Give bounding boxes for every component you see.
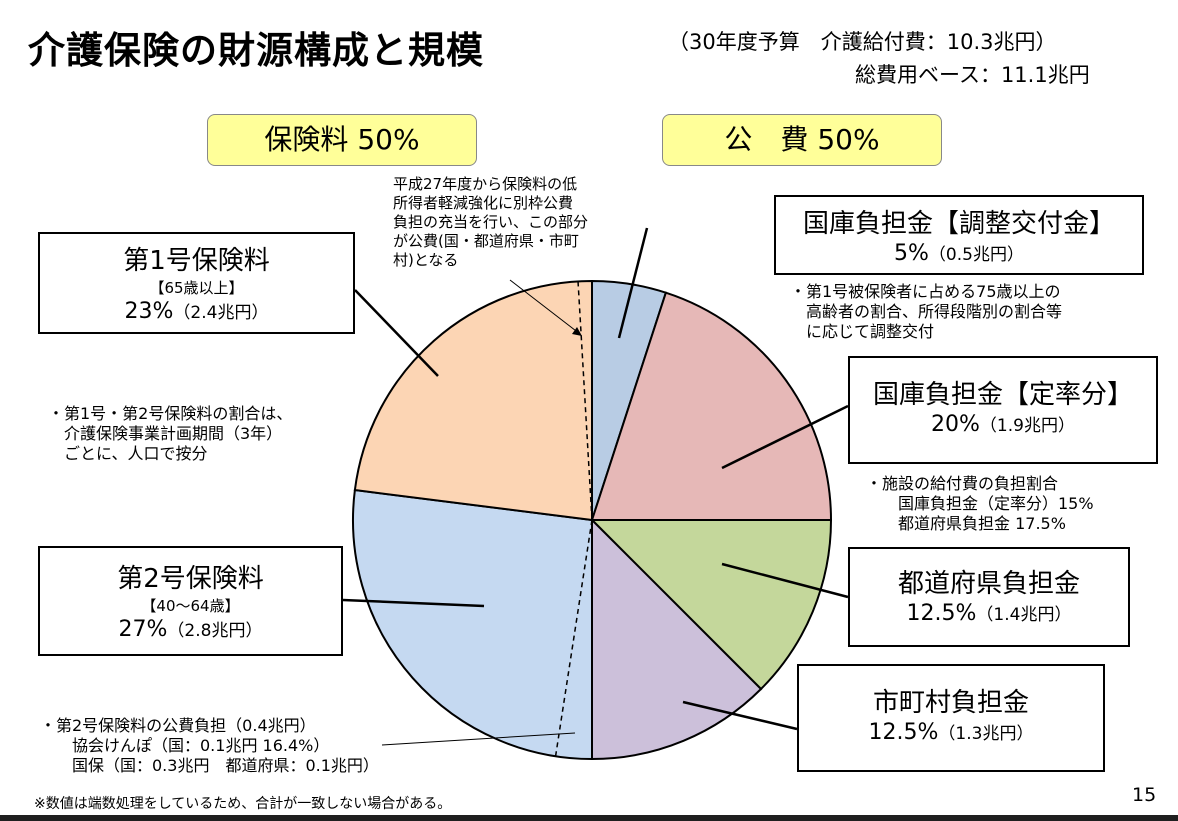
national-adjustment-share: 5%（0.5兆円） (894, 241, 1024, 266)
prefecture-box: 都道府県負担金 12.5%（1.4兆円） (848, 547, 1130, 647)
public-burden-split-upper (577, 280, 593, 521)
second-premium-box: 第2号保険料 【40～64歳】 27%（2.8兆円） (38, 546, 343, 656)
public-header: 公 費 50% (662, 114, 942, 166)
second-premium-age: 【40～64歳】 (141, 597, 240, 615)
national-adjustment-box: 国庫負担金【調整交付金】 5%（0.5兆円） (774, 195, 1144, 275)
pie-slice-4 (352, 488, 593, 761)
footnote: ※数値は端数処理をしているため、合計が一致しない場合がある。 (34, 796, 452, 812)
leader-national-adj (617, 227, 649, 339)
facility-note: ・施設の給付費の負担割合 国庫負担金（定率分）15% 都道府県負担金 17.5% (866, 474, 1094, 533)
prefecture-share: 12.5%（1.4兆円） (906, 601, 1072, 626)
national-fixed-title: 国庫負担金【定率分】 (872, 380, 1133, 410)
pie-slice-3 (591, 517, 763, 761)
first-premium-share: 23%（2.4兆円） (124, 299, 269, 324)
first-premium-title: 第1号保険料 (123, 246, 270, 276)
leader-first (354, 289, 439, 377)
budget-line-2: 総費用ベース：11.1兆円 (855, 63, 1090, 87)
leader-municipal (682, 700, 798, 731)
reduction-arrowhead (572, 327, 582, 336)
municipal-share: 12.5%（1.3兆円） (868, 720, 1034, 745)
bottom-bar (0, 815, 1178, 821)
reduction-note: 平成27年度から保険料の低 所得者軽減強化に別枠公費 負担の充当を行い、この部分… (393, 175, 589, 269)
page-number: 15 (1132, 784, 1157, 806)
adjustment-note: ・第1号被保険者に占める75歳以上の 高齢者の割合、所得段階別の割合等 に応じて… (790, 282, 1063, 341)
page-title: 介護保険の財源構成と規模 (28, 29, 484, 72)
leader-prefecture (721, 562, 849, 599)
reduction-arrow (509, 279, 581, 335)
premium-header: 保険料 50% (207, 114, 477, 166)
municipal-box: 市町村負担金 12.5%（1.3兆円） (797, 664, 1105, 772)
leader-national-fixed (721, 404, 849, 470)
ratio-note: ・第1号・第2号保険料の割合は、 介護保険事業計画期間（3年） ごとに、人口で按… (48, 404, 293, 463)
public-burden-split-lower (554, 519, 593, 761)
municipal-title: 市町村負担金 (872, 688, 1029, 718)
first-premium-box: 第1号保険料 【65歳以上】 23%（2.4兆円） (38, 232, 355, 334)
public-burden-note: ・第2号保険料の公費負担（0.4兆円） 協会けんぽ（国：0.1兆円 16.4%）… (40, 716, 379, 775)
pie-slice-2 (589, 519, 833, 691)
second-premium-share: 27%（2.8兆円） (118, 617, 263, 642)
national-fixed-box: 国庫負担金【定率分】 20%（1.9兆円） (848, 356, 1158, 464)
national-adjustment-title: 国庫負担金【調整交付金】 (802, 209, 1115, 239)
prefecture-title: 都道府県負担金 (897, 569, 1080, 599)
pie-slice-1 (590, 291, 833, 521)
national-fixed-share: 20%（1.9兆円） (931, 412, 1075, 437)
second-premium-title: 第2号保険料 (117, 564, 264, 594)
first-premium-age: 【65歳以上】 (149, 279, 244, 297)
pie-slice-5 (353, 279, 593, 522)
public-burden-pointer (381, 732, 576, 746)
leader-second (342, 598, 485, 608)
budget-line-1: （30年度予算 介護給付費：10.3兆円） (668, 30, 1057, 54)
